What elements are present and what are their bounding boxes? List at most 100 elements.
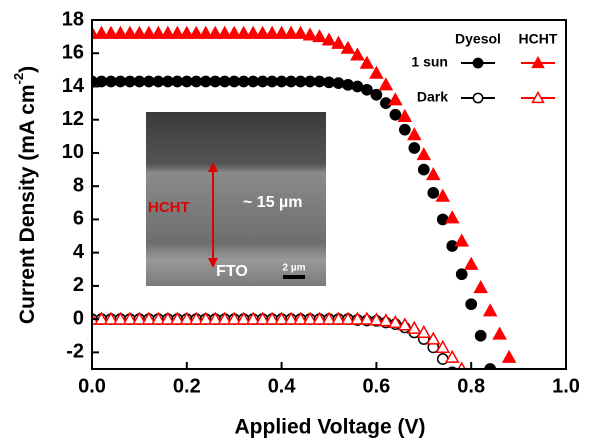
triangle-marker [217, 25, 232, 39]
triangle-marker [369, 65, 384, 79]
circle-marker [398, 123, 411, 136]
y-tick-label: 14 [62, 75, 85, 97]
triangle-marker [435, 188, 451, 202]
y-tick-label: 0 [73, 307, 84, 329]
triangle-marker [198, 25, 214, 39]
triangle-marker [444, 210, 460, 224]
y-label-sup: -2 [11, 73, 26, 85]
triangle-marker [501, 349, 517, 363]
legend-column-header: Dyesol [455, 31, 501, 47]
y-tick-label: 18 [62, 8, 84, 30]
triangle-marker [302, 27, 318, 41]
circle-marker [472, 57, 484, 69]
triangle-marker [226, 311, 242, 325]
legend-row-label: 1 sun [411, 54, 448, 70]
triangle-marker [293, 25, 308, 39]
circle-marker [228, 75, 241, 88]
triangle-marker [463, 256, 479, 270]
x-tick-label: 1.0 [552, 375, 580, 397]
triangle-marker [444, 349, 460, 363]
circle-marker [237, 75, 250, 88]
y-tick-label: 16 [62, 42, 84, 64]
triangle-marker [359, 55, 375, 69]
triangle-marker [236, 311, 251, 325]
x-tick-label: 0.4 [268, 375, 297, 397]
triangle-marker [207, 311, 223, 325]
y-tick-label: 4 [73, 241, 85, 263]
circle-marker [199, 75, 212, 88]
triangle-marker [189, 25, 204, 39]
circle-marker [417, 163, 430, 176]
triangle-marker [312, 311, 327, 325]
circle-marker [256, 75, 269, 88]
triangle-marker [151, 311, 166, 325]
triangle-marker [283, 311, 299, 325]
arrow-head [208, 258, 218, 268]
triangle-marker [113, 25, 128, 39]
y-label-main: Current Density (mA cm [16, 84, 39, 324]
y-axis-label: Current Density (mA cm-2) [11, 66, 38, 324]
triangle-marker [340, 311, 356, 325]
triangle-marker [531, 55, 545, 69]
plot-area [92, 25, 517, 369]
circle-marker [180, 75, 193, 88]
circle-marker [161, 75, 174, 88]
circle-marker [133, 75, 146, 88]
arrow-head [208, 162, 218, 172]
triangle-marker [416, 147, 432, 161]
x-tick-label: 0.8 [457, 375, 485, 397]
triangle-marker [531, 90, 545, 104]
triangle-marker [103, 311, 119, 325]
legend-column-header: HCHT [519, 31, 558, 47]
triangle-marker [160, 311, 176, 325]
circle-marker [361, 83, 373, 96]
triangle-marker [388, 92, 403, 106]
triangle-marker [473, 280, 488, 294]
triangle-marker [255, 25, 270, 39]
triangle-marker [122, 311, 138, 325]
triangle-marker [359, 311, 375, 325]
legend-row-label: Dark [417, 89, 448, 105]
y-tick-label: 8 [73, 174, 84, 196]
y-tick-label: 10 [62, 141, 84, 163]
triangle-marker [492, 326, 507, 340]
triangle-marker [397, 317, 413, 331]
triangle-marker [103, 25, 119, 39]
triangle-marker [397, 108, 413, 122]
circle-marker [152, 75, 165, 88]
triangle-marker [378, 313, 394, 327]
circle-marker [427, 186, 440, 199]
triangle-marker [321, 32, 337, 46]
triangle-marker [350, 47, 365, 61]
inset-label: HCHT [148, 199, 190, 216]
triangle-marker [170, 311, 185, 325]
circle-marker [465, 298, 478, 311]
triangle-marker [416, 324, 432, 338]
inset-image: HCHT ~ 15 µm FTO 2 µm [146, 112, 326, 286]
triangle-marker [217, 311, 232, 325]
circle-marker [304, 75, 316, 88]
x-axis-label: Applied Voltage (V) [235, 416, 426, 439]
triangle-marker [132, 25, 147, 39]
circle-marker [474, 329, 487, 342]
circle-marker [408, 142, 421, 154]
triangle-marker [350, 311, 365, 325]
triangle-marker [331, 311, 346, 325]
circle-marker [171, 75, 184, 88]
y-tick-label: 12 [62, 108, 84, 130]
triangle-marker [236, 25, 251, 39]
circle-marker [472, 92, 484, 104]
triangle-marker [255, 311, 270, 325]
triangle-marker [179, 25, 195, 39]
x-tick-label: 0.0 [78, 375, 106, 397]
y-label-end: ) [16, 66, 39, 73]
y-tick-label: 6 [73, 208, 84, 230]
circle-marker [266, 75, 278, 88]
triangle-marker [160, 25, 176, 39]
triangle-marker [293, 311, 308, 325]
triangle-marker [331, 35, 346, 49]
triangle-marker [189, 311, 204, 325]
circle-marker [455, 268, 468, 281]
triangle-marker [426, 167, 441, 181]
